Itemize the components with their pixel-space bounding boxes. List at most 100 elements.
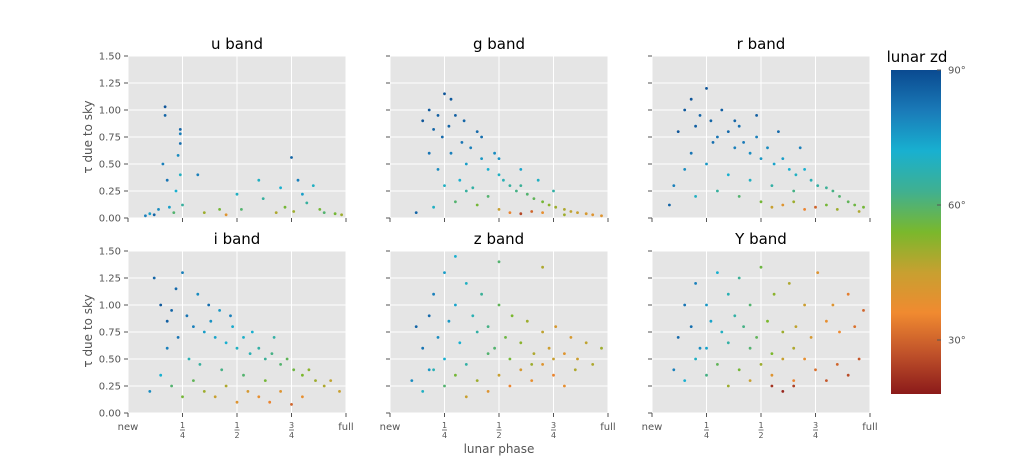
data-point — [161, 162, 165, 166]
data-point — [497, 373, 501, 377]
data-point — [600, 214, 603, 218]
y-tick-label: 1.25 — [99, 79, 121, 90]
data-point — [272, 336, 276, 339]
data-point — [781, 203, 785, 207]
data-point — [464, 395, 468, 399]
data-point — [263, 379, 267, 382]
data-point — [475, 379, 479, 382]
data-point — [174, 287, 178, 291]
data-point — [436, 168, 440, 171]
data-point — [469, 146, 473, 150]
data-point — [781, 390, 785, 393]
data-point — [322, 384, 326, 388]
data-point — [270, 352, 274, 355]
data-point — [816, 184, 820, 188]
data-point — [305, 201, 309, 205]
y-tick-label: 0.25 — [99, 382, 121, 393]
data-point — [443, 271, 446, 274]
data-point — [462, 119, 466, 123]
data-point — [449, 97, 453, 101]
data-point — [292, 210, 296, 213]
data-point — [486, 390, 490, 393]
data-point — [502, 178, 505, 182]
data-point — [493, 151, 496, 155]
data-point — [329, 379, 333, 382]
data-point — [279, 186, 282, 190]
data-point — [846, 200, 850, 204]
data-point — [742, 141, 745, 144]
data-point — [519, 168, 523, 171]
data-point — [486, 168, 490, 171]
data-point — [857, 357, 861, 361]
data-point — [340, 213, 343, 217]
data-point — [737, 276, 741, 280]
data-point — [168, 205, 171, 209]
data-point — [192, 379, 195, 382]
data-point — [726, 130, 730, 134]
data-point — [814, 368, 817, 372]
data-point — [338, 390, 341, 393]
data-point — [427, 151, 431, 155]
x-tick-fraction-denominator: 4 — [813, 431, 818, 440]
data-point — [235, 346, 239, 350]
data-point — [794, 173, 798, 177]
colorbar-tick-label: 90° — [948, 66, 966, 77]
data-point — [152, 213, 156, 217]
data-point — [471, 314, 475, 318]
data-point — [432, 292, 435, 296]
data-point — [705, 346, 708, 350]
colorbar-ticks: 90° 60° 30° — [937, 66, 966, 347]
data-point — [443, 357, 446, 361]
data-point — [458, 341, 462, 345]
data-point — [748, 303, 752, 307]
data-point — [283, 205, 287, 209]
data-point — [689, 325, 693, 328]
data-point — [170, 384, 174, 388]
data-point — [726, 292, 730, 296]
data-point — [176, 336, 180, 339]
data-point — [301, 373, 304, 377]
x-tick-label: new — [118, 422, 139, 433]
data-point — [683, 379, 687, 382]
data-point — [709, 119, 713, 123]
data-point — [705, 303, 708, 307]
data-point — [290, 156, 293, 159]
data-point — [196, 292, 200, 296]
data-point — [224, 384, 228, 388]
data-point — [152, 276, 156, 280]
data-point — [218, 208, 222, 211]
data-point — [443, 184, 446, 188]
data-point — [705, 373, 708, 377]
data-point — [163, 105, 167, 109]
data-point — [432, 368, 435, 372]
data-point — [454, 255, 457, 258]
data-point — [202, 211, 206, 215]
data-point — [148, 212, 152, 216]
data-point — [480, 292, 483, 296]
data-point — [792, 200, 796, 204]
data-point — [759, 157, 763, 161]
data-point — [213, 336, 217, 339]
data-point — [726, 173, 730, 177]
data-point — [246, 390, 250, 393]
data-point — [576, 211, 579, 215]
data-point — [532, 352, 536, 355]
data-point — [563, 352, 566, 355]
data-point — [716, 189, 719, 193]
x-tick-fraction-denominator: 2 — [234, 431, 239, 440]
data-point — [857, 210, 861, 213]
data-point — [809, 178, 813, 182]
data-point — [748, 151, 752, 155]
data-point — [508, 211, 512, 215]
data-point — [853, 203, 857, 207]
data-point — [709, 319, 713, 323]
data-point — [792, 189, 796, 193]
data-point — [493, 346, 496, 350]
data-point — [737, 195, 741, 198]
data-point — [846, 292, 850, 296]
x-tick-fraction-numerator: 1 — [758, 421, 763, 430]
data-point — [742, 325, 745, 328]
data-point — [698, 114, 702, 117]
x-axis-label: lunar phase — [464, 442, 535, 456]
